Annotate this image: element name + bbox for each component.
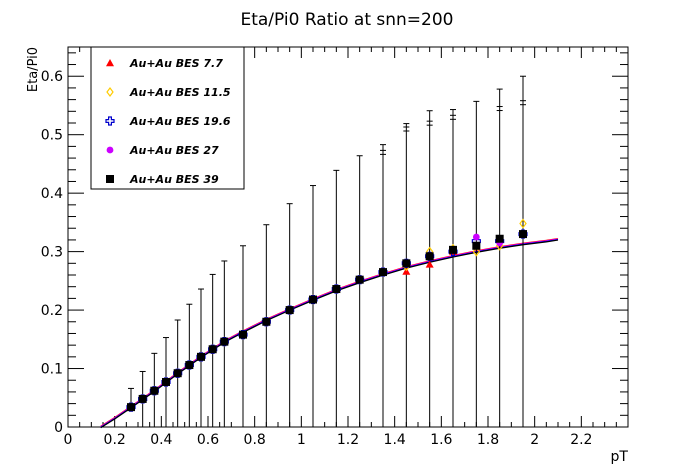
- data-point: [495, 234, 504, 243]
- x-tick-label: 0: [64, 432, 73, 448]
- data-point: [197, 352, 205, 361]
- legend-box: [90, 46, 245, 190]
- legend-marker: [105, 116, 115, 126]
- y-tick-label: 0.1: [41, 362, 63, 378]
- data-point: [449, 245, 457, 254]
- y-tick-label: 0.3: [41, 245, 63, 261]
- data-point: [332, 285, 341, 294]
- y-tick-label: 0.4: [41, 186, 63, 202]
- legend-marker: [106, 87, 114, 97]
- x-tick-label: 0.8: [244, 432, 266, 448]
- data-point: [425, 252, 434, 261]
- axes-group: 0 0.2 0.4 0.6 0.8 1 1.2 1.4 1.6 1.8 2 2.2 0 0.1 0.2 0.3…: [41, 47, 629, 448]
- x-tick-label: 2: [530, 432, 539, 448]
- data-point: [208, 345, 217, 354]
- data-point: [425, 260, 434, 268]
- y-tick-label: 0.2: [41, 303, 63, 319]
- data-point: [220, 337, 229, 346]
- data-point: [173, 369, 182, 378]
- x-tick-label: 1: [297, 432, 306, 448]
- x-tick-label: 2.2: [570, 432, 592, 448]
- data-point: [379, 268, 387, 277]
- data-point: [127, 403, 135, 412]
- legend-marker: [106, 146, 114, 154]
- x-tick-label: 0.6: [197, 432, 219, 448]
- data-point: [472, 233, 480, 241]
- legend-label: Au+Au BES 7.7: [129, 57, 223, 70]
- x-tick-label: 0.4: [150, 432, 172, 448]
- data-point: [402, 259, 411, 268]
- data-point: [309, 295, 317, 304]
- data-point: [472, 241, 481, 250]
- x-tick-label: 1.2: [337, 432, 359, 448]
- x-tick-label: 1.6: [430, 432, 452, 448]
- data-point: [138, 394, 147, 403]
- legend-label: Au+Au BES 39: [129, 173, 219, 186]
- data-point: [239, 330, 247, 339]
- data-point: [185, 361, 194, 370]
- legend-label: Au+Au BES 27: [129, 144, 219, 157]
- legend-marker: [106, 59, 114, 67]
- y-tick-label: 0: [54, 420, 63, 436]
- x-axis-label: pT: [611, 449, 629, 465]
- data-point: [472, 246, 481, 257]
- y-axis-label: Eta/Pi0: [26, 47, 41, 92]
- data-point: [519, 230, 527, 239]
- x-tick-label: 0.2: [104, 432, 126, 448]
- y-tick-label: 0.6: [41, 69, 63, 85]
- y-tick-label: 0.5: [41, 128, 63, 144]
- data-point: [519, 218, 527, 229]
- legend: Au+Au BES 7.7 Au+Au BES 11.5 Au+Au BES 19.…: [90, 46, 245, 190]
- data-point: [355, 275, 364, 284]
- data-point: [150, 386, 159, 395]
- x-tick-label: 1.8: [477, 432, 499, 448]
- x-tick-label: 1.4: [384, 432, 406, 448]
- data-point: [262, 317, 271, 326]
- data-point: [162, 377, 170, 386]
- chart-title: Eta/Pi0 Ratio at snn=200: [240, 10, 453, 30]
- data-point: [285, 306, 294, 315]
- legend-label: Au+Au BES 11.5: [129, 86, 231, 99]
- legend-marker: [106, 175, 114, 183]
- data-points-group: [126, 218, 528, 413]
- legend-label: Au+Au BES 19.6: [129, 115, 231, 128]
